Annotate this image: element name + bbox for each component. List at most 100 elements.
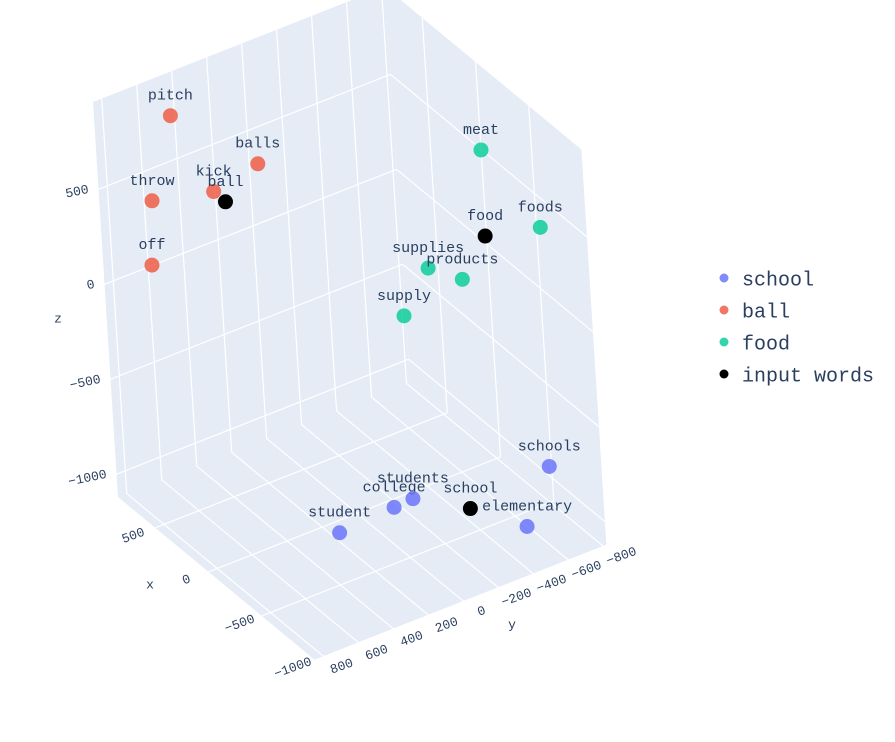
point — [250, 156, 266, 172]
grid-line — [275, 29, 303, 425]
z-tick-label: 500 — [64, 182, 90, 202]
grid-line — [241, 43, 268, 439]
grid-line — [196, 465, 395, 630]
grid-line — [314, 544, 608, 661]
point — [477, 228, 493, 244]
point-label: students — [377, 471, 449, 488]
x-tick-label: 0 — [180, 571, 192, 588]
legend-label: school — [742, 269, 814, 292]
grid-line — [208, 456, 501, 573]
grid-line — [98, 73, 391, 190]
point-label: ball — [207, 174, 243, 191]
grid-line — [406, 382, 604, 547]
legend-marker — [719, 273, 729, 283]
y-tick-label: 0 — [475, 603, 487, 620]
legend-label: ball — [742, 301, 790, 324]
grid — [98, 0, 608, 661]
point-label: food — [467, 208, 503, 225]
grid-line — [266, 438, 465, 602]
grid-line — [310, 15, 338, 411]
grid-line — [421, 17, 448, 413]
grid-line — [126, 493, 325, 658]
point-label: throw — [130, 173, 175, 190]
y-tick-label: −600 — [569, 558, 603, 583]
point — [332, 525, 348, 541]
point-label: balls — [235, 136, 280, 153]
y-tick-label: 800 — [328, 655, 355, 677]
point — [144, 257, 160, 273]
grid-line — [161, 479, 360, 644]
x-tick-label: −500 — [223, 612, 257, 637]
point — [217, 194, 233, 210]
y-axis-title: y — [508, 617, 516, 632]
y-tick-label: −200 — [499, 585, 533, 610]
x-tick-label: −1000 — [272, 654, 314, 681]
point — [396, 308, 412, 324]
z-tick-label: −1000 — [67, 467, 108, 490]
y-tick-label: −800 — [604, 544, 638, 569]
point-label: products — [426, 251, 498, 268]
y-tick-label: 200 — [433, 614, 460, 636]
left-wall — [93, 0, 410, 497]
points: studentcollegestudentsschoolselementaryp… — [130, 88, 581, 541]
point — [519, 518, 535, 534]
grid-line — [155, 412, 448, 529]
point-label: off — [138, 237, 165, 254]
point-label: pitch — [148, 88, 193, 105]
right-wall — [385, 0, 607, 545]
point — [420, 260, 436, 276]
y-tick-label: −400 — [534, 571, 568, 596]
z-axis-title: z — [54, 311, 62, 326]
point-label: kick — [196, 163, 232, 180]
grid-line — [581, 149, 608, 546]
y-tick-label: 400 — [398, 628, 425, 650]
point-label: supply — [377, 288, 431, 305]
grid-line — [345, 2, 373, 398]
point — [386, 499, 402, 515]
point — [532, 219, 548, 235]
grid-line — [171, 70, 198, 467]
point-label: foods — [518, 199, 563, 216]
point-label: meat — [463, 122, 499, 139]
point-label: school — [443, 481, 497, 498]
grid-line — [101, 98, 128, 494]
legend-label: input words — [742, 365, 874, 388]
grid-line — [390, 73, 588, 238]
grid-line — [396, 168, 594, 333]
grid-line — [116, 358, 409, 475]
x-axis-title: x — [146, 577, 154, 592]
point-label: schools — [518, 438, 581, 455]
point — [206, 184, 222, 200]
grid-line — [408, 358, 606, 523]
point — [473, 142, 489, 158]
x-tick-label: 500 — [120, 525, 147, 547]
grid-line — [474, 61, 502, 457]
point — [541, 458, 557, 474]
z-tick-label: −500 — [68, 372, 102, 393]
grid-line — [206, 57, 233, 453]
legend-marker — [719, 337, 729, 347]
y-tick-label: 600 — [363, 642, 390, 664]
scene — [93, 0, 607, 660]
point — [405, 491, 421, 507]
point — [454, 271, 470, 287]
legend-marker — [719, 305, 729, 315]
floor-plane — [118, 382, 607, 660]
grid-line — [110, 263, 403, 380]
grid-line — [528, 105, 555, 501]
grid-line — [402, 263, 600, 428]
legend-marker — [719, 369, 729, 379]
legend: school ball food input words — [719, 269, 874, 388]
point — [162, 108, 178, 124]
grid-line — [371, 396, 569, 561]
point-label: supplies — [392, 240, 464, 257]
point — [462, 501, 478, 517]
legend-label: food — [742, 333, 790, 356]
grid-line — [136, 84, 163, 480]
grid-line — [261, 500, 554, 617]
grid-line — [231, 451, 430, 616]
point-label: elementary — [482, 498, 572, 515]
grid-line — [336, 410, 534, 575]
point — [144, 193, 160, 209]
